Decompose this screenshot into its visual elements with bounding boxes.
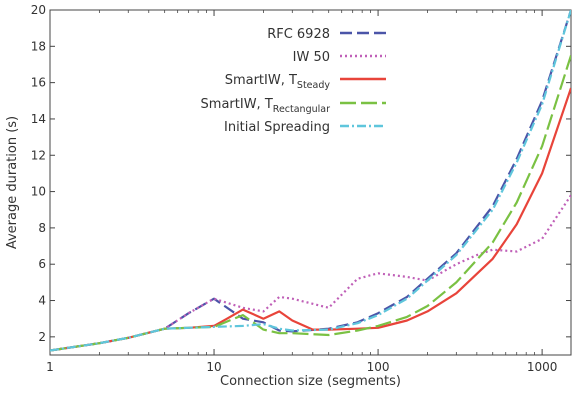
- series-line-2: [50, 194, 571, 352]
- legend-label-main: SmartIW, T: [225, 73, 297, 88]
- legend-label: IW 50: [293, 50, 330, 65]
- y-tick-label: 12: [31, 148, 46, 162]
- y-tick-label: 20: [31, 3, 46, 17]
- x-tick-label: 100: [367, 360, 390, 374]
- y-tick-label: 10: [31, 185, 46, 199]
- legend-label-main: SmartIW, T: [201, 97, 273, 112]
- y-tick-label: 2: [38, 330, 46, 344]
- legend-label-subscript: Rectangular: [273, 104, 330, 115]
- legend-label-main: RFC 6928: [267, 27, 330, 42]
- legend-label-main: IW 50: [293, 50, 330, 65]
- legend-label: Initial Spreading: [224, 120, 330, 135]
- series-lines: [50, 10, 571, 352]
- series-line-5: [50, 10, 571, 352]
- legend-label-subscript: Steady: [297, 80, 330, 91]
- y-tick-label: 14: [31, 112, 46, 126]
- y-tick-label: 18: [31, 39, 46, 53]
- legend-label: SmartIW, TRectangular: [201, 97, 331, 115]
- series-line-4: [50, 55, 571, 352]
- plot-frame: [49, 9, 572, 356]
- x-tick-label: 10: [206, 360, 221, 374]
- y-tick-label: 16: [31, 76, 46, 90]
- y-tick-label: 6: [38, 257, 46, 271]
- legend-label-main: Initial Spreading: [224, 120, 330, 135]
- x-tick-label: 1000: [527, 360, 558, 374]
- y-axis-label: Average duration (s): [5, 116, 20, 249]
- y-tick-label: 8: [38, 221, 46, 235]
- legend-label: SmartIW, TSteady: [225, 73, 331, 91]
- y-tick-label: 4: [38, 294, 46, 308]
- legend-label: RFC 6928: [267, 27, 330, 42]
- axis-ticks: 1 10 100 1000 2 4 6 8 10 12 14 16 18 20: [31, 3, 571, 374]
- x-axis-label: Connection size (segments): [220, 374, 401, 389]
- x-tick-label: 1: [46, 360, 54, 374]
